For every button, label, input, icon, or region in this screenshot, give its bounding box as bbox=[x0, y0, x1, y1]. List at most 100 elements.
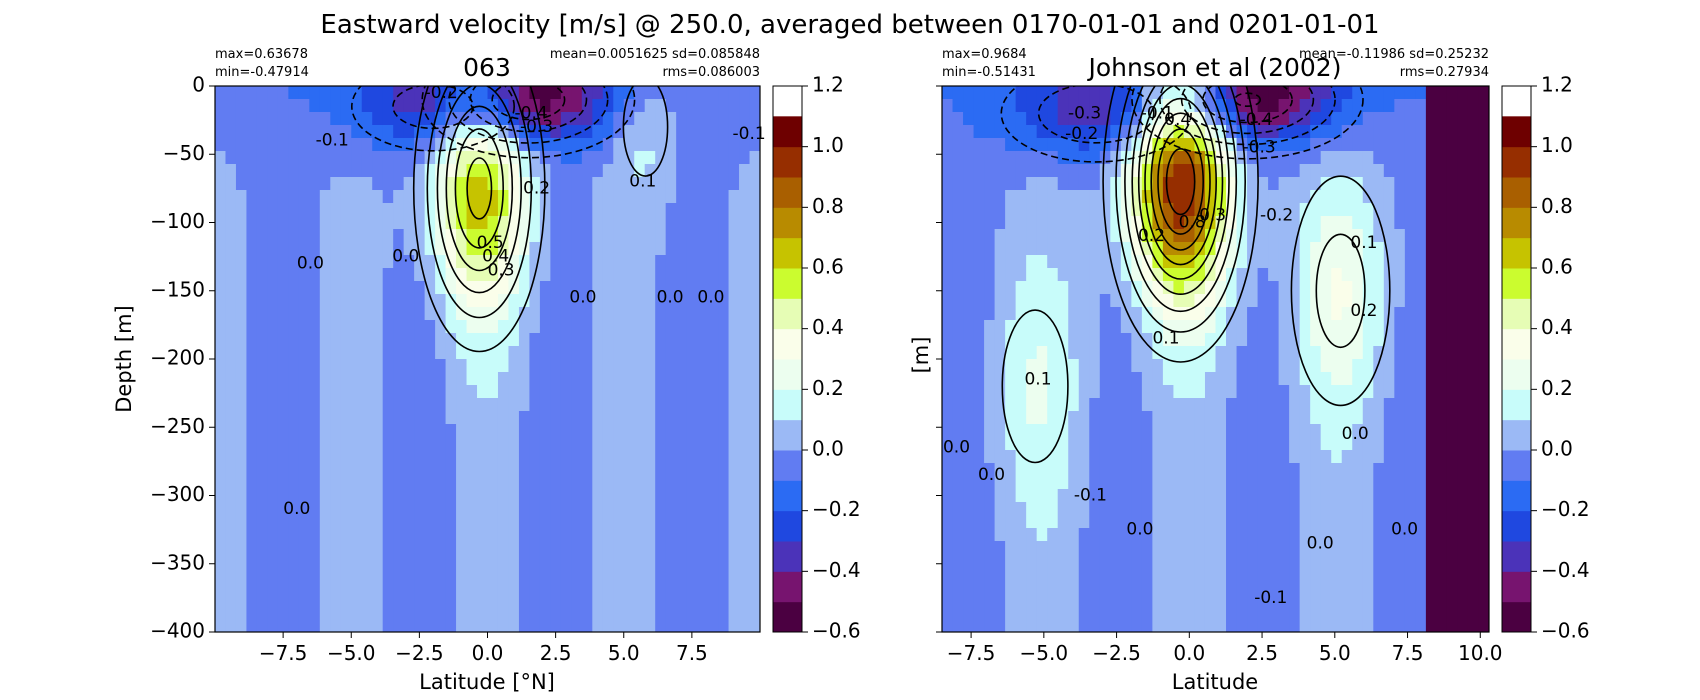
field-cell bbox=[1383, 320, 1395, 334]
field-cell bbox=[539, 398, 551, 412]
field-cell bbox=[424, 606, 436, 620]
field-cell bbox=[508, 281, 520, 295]
field-cell bbox=[1352, 268, 1364, 282]
field-cell bbox=[973, 606, 985, 620]
colorbar-tick-label: −0.6 bbox=[1541, 619, 1590, 643]
field-cell bbox=[1457, 307, 1469, 321]
field-cell bbox=[1320, 151, 1332, 165]
field-cell bbox=[497, 164, 510, 178]
contour-label: 0.4 bbox=[482, 247, 509, 267]
field-cell bbox=[1015, 216, 1027, 230]
field-cell bbox=[1057, 515, 1069, 529]
field-cell bbox=[393, 229, 405, 243]
field-cell bbox=[298, 489, 310, 503]
field-cell bbox=[739, 125, 751, 139]
field-cell bbox=[1362, 203, 1374, 217]
field-cell bbox=[1268, 138, 1280, 152]
field-cell bbox=[1204, 203, 1217, 217]
field-cell bbox=[1352, 489, 1364, 503]
field-cell bbox=[477, 229, 489, 243]
field-cell bbox=[361, 411, 373, 425]
field-cell bbox=[487, 138, 499, 152]
field-cell bbox=[1078, 593, 1090, 607]
field-cell bbox=[1331, 333, 1343, 347]
field-cell bbox=[1047, 424, 1059, 438]
field-cell bbox=[235, 411, 248, 425]
field-cell bbox=[1467, 294, 1480, 308]
field-cell bbox=[1110, 619, 1122, 632]
field-cell bbox=[1436, 567, 1448, 581]
colorbar-tick-label: 0.2 bbox=[812, 376, 844, 400]
field-cell bbox=[1057, 476, 1069, 490]
field-cell bbox=[1089, 489, 1101, 503]
field-cell bbox=[1310, 437, 1322, 451]
field-cell bbox=[267, 502, 279, 516]
field-cell bbox=[571, 203, 583, 217]
field-cell bbox=[1057, 554, 1069, 568]
field-cell bbox=[623, 112, 635, 126]
field-cell bbox=[1057, 138, 1069, 152]
field-cell bbox=[665, 177, 677, 191]
field-cell bbox=[1226, 463, 1238, 477]
field-cell bbox=[456, 307, 468, 321]
field-cell bbox=[1068, 346, 1080, 360]
field-cell bbox=[225, 619, 237, 632]
field-cell bbox=[728, 606, 740, 620]
field-cell bbox=[1005, 151, 1017, 165]
field-cell bbox=[1057, 437, 1069, 451]
field-cell bbox=[1110, 489, 1122, 503]
field-cell bbox=[1120, 502, 1132, 516]
field-cell bbox=[1457, 177, 1469, 191]
stat-rms: rms=0.27934 bbox=[1400, 65, 1489, 80]
field-cell bbox=[1015, 203, 1027, 217]
field-cell bbox=[602, 541, 614, 555]
field-cell bbox=[1278, 138, 1290, 152]
field-cell bbox=[1015, 346, 1027, 360]
field-cell bbox=[1415, 125, 1427, 139]
field-cell bbox=[1373, 346, 1385, 360]
field-cell bbox=[571, 450, 583, 464]
field-cell bbox=[288, 489, 300, 503]
field-cell bbox=[1215, 359, 1227, 373]
field-cell bbox=[539, 125, 551, 139]
field-cell bbox=[1289, 385, 1301, 399]
field-cell bbox=[655, 203, 667, 217]
field-cell bbox=[644, 359, 656, 373]
field-cell bbox=[539, 255, 551, 269]
field-cell bbox=[1362, 164, 1374, 178]
field-cell bbox=[372, 164, 384, 178]
field-cell bbox=[1341, 138, 1353, 152]
field-cell bbox=[1446, 541, 1459, 555]
field-cell bbox=[1026, 489, 1038, 503]
field-cell bbox=[1173, 99, 1185, 113]
field-cell bbox=[749, 528, 760, 542]
field-cell bbox=[1057, 203, 1069, 217]
field-cell bbox=[952, 216, 964, 230]
colorbar-swatch bbox=[1502, 207, 1531, 239]
field-cell bbox=[235, 372, 248, 386]
field-cell bbox=[1026, 606, 1038, 620]
field-cell bbox=[994, 112, 1006, 126]
field-cell bbox=[686, 242, 698, 256]
field-cell bbox=[393, 242, 405, 256]
field-cell bbox=[1404, 554, 1416, 568]
field-cell bbox=[697, 606, 709, 620]
field-cell bbox=[1183, 281, 1196, 295]
field-cell bbox=[1415, 229, 1427, 243]
contour-label: -0.2 bbox=[1260, 206, 1293, 226]
field-cell bbox=[1015, 450, 1027, 464]
field-cell bbox=[1278, 489, 1290, 503]
field-cell bbox=[1215, 216, 1227, 230]
field-cell bbox=[508, 411, 520, 425]
field-cell bbox=[1299, 424, 1311, 438]
field-cell bbox=[466, 489, 478, 503]
field-cell bbox=[267, 333, 279, 347]
colorbar-swatch bbox=[773, 359, 802, 390]
field-cell bbox=[1057, 242, 1069, 256]
field-cell bbox=[1257, 268, 1269, 282]
contour-line bbox=[1290, 175, 1391, 407]
field-cell bbox=[487, 398, 499, 412]
field-cell bbox=[424, 203, 436, 217]
field-cell bbox=[403, 268, 415, 282]
field-cell bbox=[1394, 112, 1406, 126]
